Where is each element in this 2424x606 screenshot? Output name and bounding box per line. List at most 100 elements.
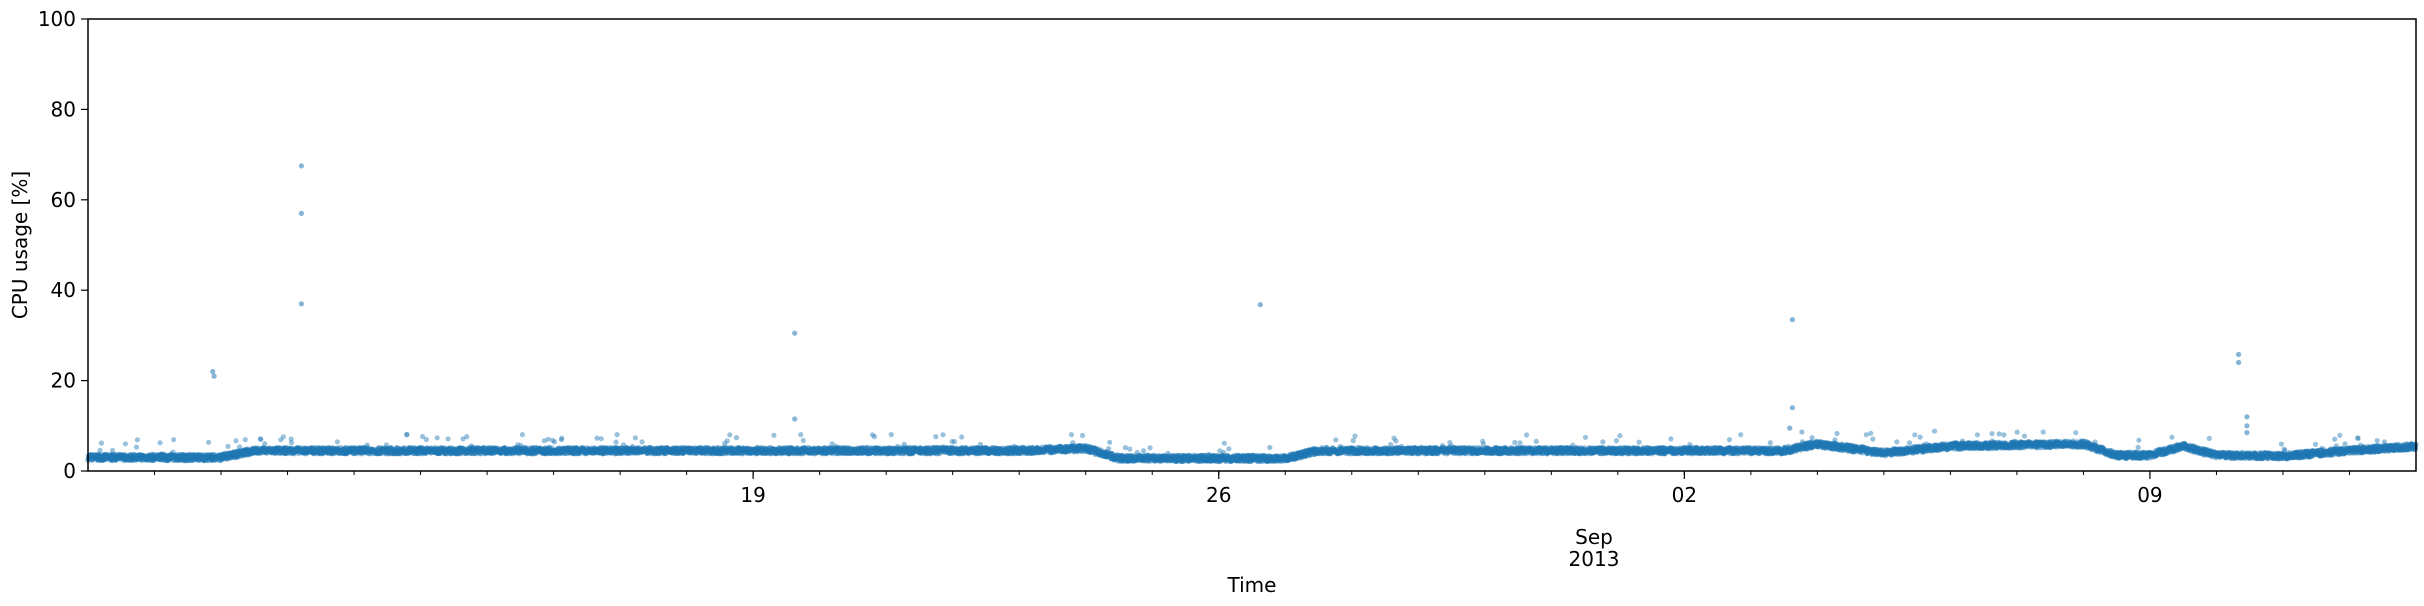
data-point xyxy=(205,455,211,461)
data-point xyxy=(97,447,103,453)
data-point xyxy=(216,455,222,461)
data-point xyxy=(125,454,131,460)
data-point xyxy=(140,454,146,460)
data-point xyxy=(262,449,268,455)
data-point xyxy=(197,453,203,460)
data-point xyxy=(263,449,269,455)
data-point xyxy=(89,455,95,461)
data-point xyxy=(733,435,740,441)
data-point xyxy=(227,452,234,458)
data-point xyxy=(206,439,212,445)
data-point xyxy=(551,439,558,445)
data-point xyxy=(250,450,256,456)
data-point xyxy=(148,452,154,458)
data-point xyxy=(263,448,269,454)
data-point xyxy=(181,453,187,459)
data-point xyxy=(209,457,215,463)
data-point xyxy=(155,454,161,460)
data-point xyxy=(193,456,199,462)
data-point xyxy=(269,447,275,453)
data-point xyxy=(149,454,155,460)
data-point xyxy=(172,453,178,459)
data-points xyxy=(85,163,2419,465)
data-point xyxy=(245,450,251,456)
data-point xyxy=(215,453,221,459)
data-point xyxy=(219,456,225,462)
data-point xyxy=(112,457,118,463)
data-point xyxy=(194,453,201,459)
data-point xyxy=(254,450,260,456)
data-point xyxy=(132,455,138,461)
data-point xyxy=(179,457,185,463)
data-point xyxy=(238,451,244,457)
data-point xyxy=(213,454,219,460)
data-point xyxy=(164,457,170,464)
data-point xyxy=(132,453,138,459)
data-point xyxy=(255,450,261,456)
data-point xyxy=(771,432,777,438)
data-point xyxy=(197,457,203,463)
data-point xyxy=(267,450,274,456)
data-point xyxy=(207,452,213,458)
data-point xyxy=(259,446,265,452)
data-point xyxy=(219,455,225,461)
data-point xyxy=(143,453,149,460)
data-point xyxy=(113,457,119,463)
data-point xyxy=(157,452,163,458)
data-point xyxy=(167,452,173,458)
data-point xyxy=(119,452,125,458)
data-point xyxy=(95,454,101,460)
data-point xyxy=(212,454,218,460)
data-point xyxy=(126,454,132,460)
data-point xyxy=(214,456,220,462)
data-point xyxy=(186,454,192,460)
data-point xyxy=(175,456,182,462)
data-point xyxy=(230,453,236,459)
data-point xyxy=(159,454,165,460)
data-point xyxy=(727,432,733,438)
data-point xyxy=(143,457,149,463)
data-point xyxy=(153,456,159,462)
data-point xyxy=(202,457,208,463)
data-point xyxy=(93,452,99,458)
data-point xyxy=(248,447,254,453)
data-point xyxy=(97,454,104,461)
data-point xyxy=(236,452,242,459)
data-point xyxy=(226,453,232,459)
data-point xyxy=(162,454,168,460)
data-point xyxy=(128,452,134,458)
data-point xyxy=(232,455,238,461)
data-point xyxy=(137,451,143,458)
data-point xyxy=(178,451,184,458)
data-point xyxy=(245,452,251,458)
data-point xyxy=(144,457,150,463)
data-point xyxy=(234,454,240,460)
data-point xyxy=(167,455,173,461)
data-point xyxy=(98,452,104,458)
data-point xyxy=(97,456,103,462)
data-point xyxy=(267,446,273,452)
data-point xyxy=(93,452,99,458)
data-point xyxy=(102,453,108,459)
data-point xyxy=(123,453,129,459)
data-point xyxy=(109,457,115,463)
data-point xyxy=(154,455,160,461)
data-point xyxy=(96,452,102,458)
data-point xyxy=(149,452,155,458)
data-point xyxy=(204,452,210,458)
data-point xyxy=(251,447,258,453)
data-point xyxy=(121,458,127,464)
data-point xyxy=(214,454,220,460)
data-point xyxy=(108,451,114,458)
data-point xyxy=(933,434,939,440)
data-point xyxy=(107,456,113,462)
data-point xyxy=(261,449,267,455)
data-point xyxy=(90,455,96,461)
data-point xyxy=(141,456,147,462)
data-point xyxy=(241,447,247,453)
data-point xyxy=(198,453,204,459)
data-point xyxy=(199,454,205,460)
data-point xyxy=(195,453,201,459)
data-point xyxy=(186,453,192,459)
